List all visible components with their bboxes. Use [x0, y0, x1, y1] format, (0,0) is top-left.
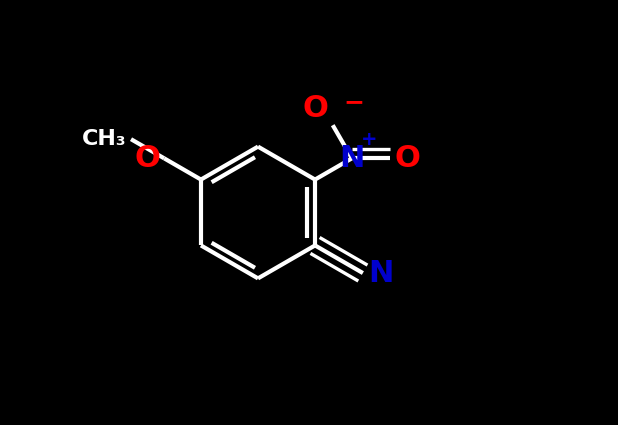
Text: N: N: [368, 258, 394, 288]
Text: CH₃: CH₃: [82, 129, 127, 149]
Text: N: N: [339, 144, 365, 173]
Text: O: O: [134, 144, 160, 173]
Text: O: O: [394, 144, 420, 173]
Text: O: O: [303, 94, 329, 123]
Text: −: −: [344, 91, 365, 115]
Text: +: +: [361, 130, 378, 149]
